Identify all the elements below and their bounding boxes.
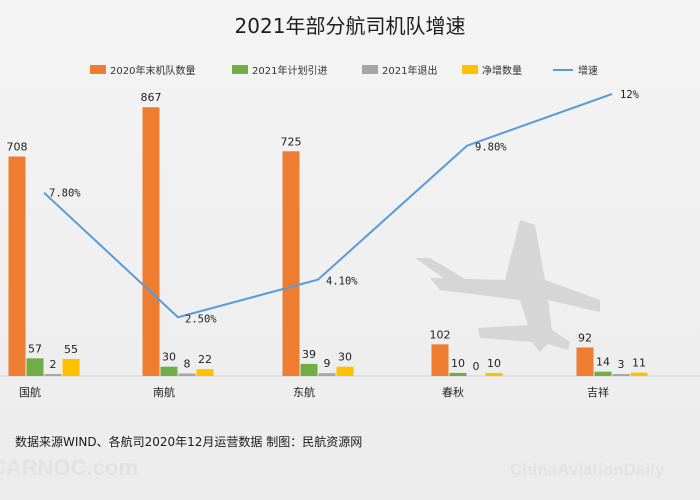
bar-s2-c3: [300, 363, 318, 376]
bar-s4-c1: [62, 358, 80, 376]
legend-swatch-1: [90, 65, 106, 74]
legend-label-4: 净增数量: [482, 64, 522, 77]
bar-label-s1-c2: 867: [141, 91, 162, 104]
legend-label-line: 增速: [578, 64, 598, 77]
bar-s2-c4: [449, 372, 467, 376]
bar-label-s3-c3: 9: [324, 357, 331, 370]
bar-s1-c4: [431, 344, 449, 376]
bar-label-s2-c1: 57: [28, 342, 42, 355]
bar-label-s1-c1: 708: [7, 141, 28, 154]
bar-s1-c1: [8, 156, 26, 376]
airplane-watermark-icon: [415, 220, 600, 352]
legend-swatch-4: [462, 65, 478, 74]
bar-s4-c2: [196, 369, 214, 376]
chart-legend: 2020年末机队数量 2021年计划引进 2021年退出 净增数量 增速: [90, 64, 598, 77]
bar-label-s3-c4: 0: [473, 360, 480, 373]
bar-s1-c5: [576, 347, 594, 376]
bar-s1-c2: [142, 107, 160, 376]
growth-rate-label-3: 4.10%: [326, 276, 358, 288]
category-label-5: 吉祥: [587, 385, 609, 399]
bar-label-s2-c3: 39: [302, 348, 316, 361]
bar-label-s4-c2: 22: [198, 353, 212, 366]
bar-label-s1-c3: 725: [281, 135, 302, 148]
bar-label-s2-c2: 30: [162, 351, 176, 364]
watermark-left: CARNOC.com: [0, 455, 138, 480]
bar-label-s3-c5: 3: [618, 358, 625, 371]
bar-s4-c5: [630, 372, 648, 376]
bar-label-s4-c1: 55: [64, 343, 78, 356]
bar-label-s4-c3: 30: [338, 351, 352, 364]
bar-s1-c3: [282, 151, 300, 376]
bar-label-s3-c2: 8: [184, 358, 191, 371]
source-note: 数据来源WIND、各航司2020年12月运营数据 制图：民航资源网: [15, 434, 362, 449]
growth-rate-label-1: 7.80%: [49, 188, 81, 200]
category-label-2: 南航: [153, 385, 175, 399]
bar-s2-c2: [160, 366, 178, 376]
bar-label-s4-c5: 11: [632, 357, 646, 370]
bar-s3-c5: [612, 374, 630, 376]
bar-s3-c3: [318, 373, 336, 376]
growth-rate-label-2: 2.50%: [185, 313, 217, 325]
bar-label-s2-c5: 14: [596, 356, 610, 369]
legend-label-1: 2020年末机队数量: [110, 64, 195, 77]
bar-s4-c3: [336, 366, 354, 376]
legend-swatch-2: [232, 65, 248, 74]
category-label-1: 国航: [19, 385, 41, 399]
growth-rate-line: [43, 93, 613, 319]
chart-title: 2021年部分航司机队增速: [235, 14, 466, 38]
bar-s2-c5: [594, 371, 612, 376]
bar-s3-c2: [178, 373, 196, 376]
growth-rate-label-4: 9.80%: [475, 142, 507, 154]
bar-s4-c4: [485, 372, 503, 376]
bar-s3-c1: [44, 374, 62, 376]
bar-label-s3-c1: 2: [50, 358, 57, 371]
bar-label-s2-c4: 10: [451, 357, 465, 370]
legend-label-3: 2021年退出: [382, 64, 437, 77]
category-label-3: 东航: [293, 385, 315, 399]
category-label-4: 春秋: [442, 385, 464, 399]
line-series-group: 7.80% 2.50% 4.10% 9.80% 12%: [43, 89, 640, 325]
legend-label-2: 2021年计划引进: [252, 64, 327, 77]
legend-swatch-3: [362, 65, 378, 74]
category-labels: 国航 南航 东航 春秋 吉祥: [19, 385, 609, 399]
bar-label-s4-c4: 10: [487, 357, 501, 370]
watermark-right: ChinaAviationDaily: [510, 460, 665, 479]
growth-rate-label-5: 12%: [620, 89, 640, 101]
bar-s2-c1: [26, 358, 44, 376]
bar-label-s1-c4: 102: [430, 328, 451, 341]
bar-label-s1-c5: 92: [578, 331, 592, 344]
bar-series-group: 708 867 725 102 92 57 30 39 10 14 2 8 9 0 3 55 22 30 10 11: [7, 91, 648, 376]
